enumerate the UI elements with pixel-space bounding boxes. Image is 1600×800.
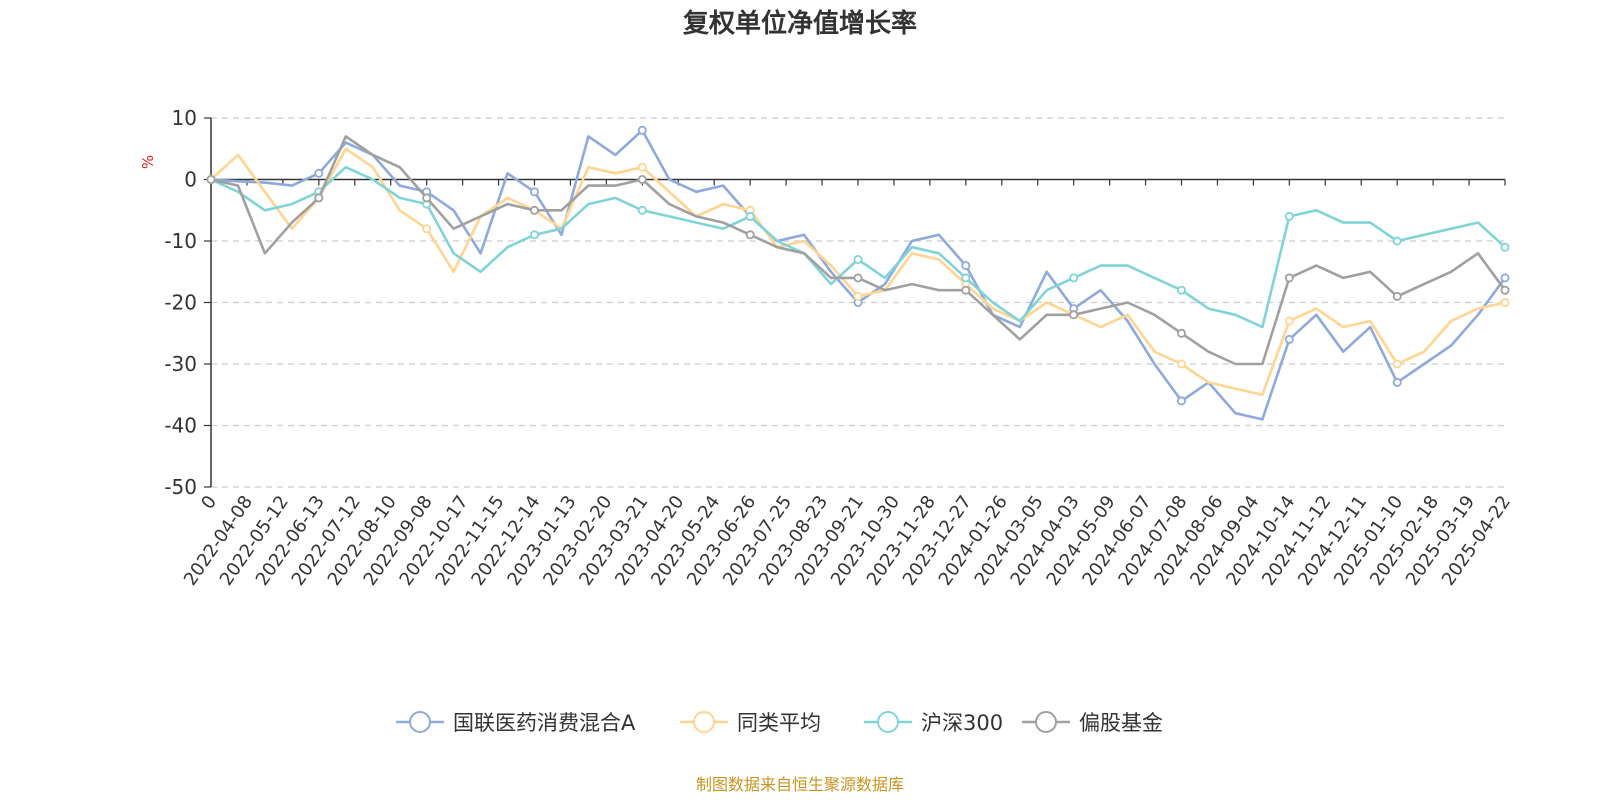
data-point: [1177, 285, 1187, 295]
chart-title: 复权单位净值增长率: [683, 8, 917, 39]
legend-item[interactable]: 同类平均: [680, 711, 821, 735]
y-axis: 10 0 -10 -20 -30 -40 -50: [164, 106, 212, 499]
legend-marker-icon: [693, 711, 715, 733]
data-point: [853, 291, 863, 301]
data-point: [1392, 359, 1402, 369]
legend-item[interactable]: 偏股基金: [1022, 711, 1163, 735]
y-tick-label: 10: [172, 106, 197, 130]
data-point: [1284, 334, 1294, 344]
grid-lines: [211, 117, 1505, 488]
data-point: [530, 205, 540, 215]
data-point: [1392, 377, 1402, 387]
data-point: [1500, 297, 1510, 307]
legend-label: 同类平均: [737, 711, 821, 735]
legend-marker-icon: [877, 711, 899, 733]
y-tick-label: -30: [164, 352, 197, 376]
source-note: 制图数据来自恒生聚源数据库: [696, 775, 904, 794]
y-tick-label: -20: [164, 291, 197, 315]
legend-marker-icon: [1035, 711, 1057, 733]
legend-marker-icon: [409, 711, 431, 733]
y-axis-unit-label: %: [139, 155, 157, 169]
y-tick-label: 0: [184, 168, 197, 192]
legend-item[interactable]: 沪深300: [864, 711, 1003, 735]
data-point: [314, 193, 324, 203]
data-point: [1177, 328, 1187, 338]
legend[interactable]: 国联医药消费混合A 同类平均 沪深300 偏股基金: [396, 711, 1163, 735]
data-point: [637, 162, 647, 172]
data-point: [637, 205, 647, 215]
data-point: [1284, 273, 1294, 283]
data-point: [422, 193, 432, 203]
data-point: [961, 285, 971, 295]
data-point: [1284, 316, 1294, 326]
data-point: [637, 174, 647, 184]
data-point: [853, 273, 863, 283]
data-point: [853, 254, 863, 264]
data-point: [530, 230, 540, 240]
x-tick-label: 0: [197, 492, 221, 513]
data-point: [1069, 310, 1079, 320]
data-point: [530, 187, 540, 197]
x-axis: 02022-04-082022-05-122022-06-132022-07-1…: [180, 178, 1515, 590]
series-lines: [206, 125, 1510, 421]
y-tick-label: -40: [164, 414, 197, 438]
data-point: [745, 211, 755, 221]
data-point: [314, 168, 324, 178]
series-line: [210, 135, 1507, 366]
data-point: [961, 273, 971, 283]
legend-label: 国联医药消费混合A: [453, 711, 636, 735]
legend-label: 偏股基金: [1079, 711, 1163, 735]
data-point: [1177, 396, 1187, 406]
data-point: [637, 125, 647, 135]
data-point: [1392, 291, 1402, 301]
data-point: [1500, 242, 1510, 252]
data-point: [1500, 285, 1510, 295]
legend-label: 沪深300: [921, 711, 1003, 735]
data-point: [206, 174, 216, 184]
y-tick-label: -10: [164, 229, 197, 253]
data-point: [1392, 236, 1402, 246]
data-point: [961, 261, 971, 271]
data-point: [1177, 359, 1187, 369]
data-point: [1069, 273, 1079, 283]
legend-item[interactable]: 国联医药消费混合A: [396, 711, 636, 735]
data-point: [1500, 273, 1510, 283]
y-tick-label: -50: [164, 475, 197, 499]
data-point: [745, 230, 755, 240]
data-point: [422, 224, 432, 234]
data-point: [1284, 211, 1294, 221]
